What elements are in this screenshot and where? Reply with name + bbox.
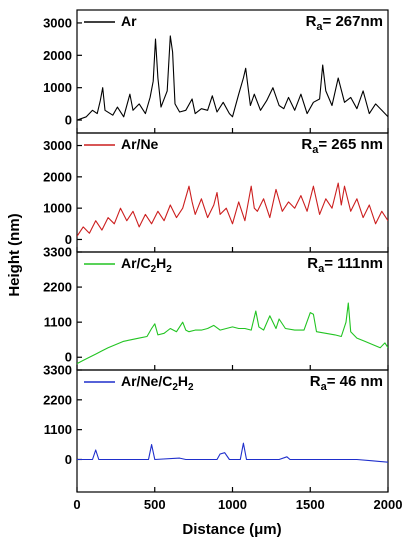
y-tick-label: 1000 — [43, 80, 72, 95]
y-tick-label: 0 — [65, 350, 72, 365]
x-tick-label: 1500 — [296, 497, 325, 512]
legend-subscript: 2 — [166, 264, 172, 275]
series-line-arnec2h2 — [77, 442, 388, 463]
legend-subscript: 2 — [151, 264, 157, 275]
roughness-label: Ra= 265 nm — [301, 136, 383, 156]
legend-label: Ar/Ne/C2H2 — [121, 373, 194, 393]
y-axis-title: Height (nm) — [6, 213, 23, 296]
legend-text-part: Ar — [121, 13, 137, 29]
roughness-label: Ra= 111nm — [307, 255, 383, 275]
x-axis: 0 500 1000 1500 2000 — [73, 497, 402, 512]
panel-arne: 0 1000 2000 3000 Ar/Ne Ra= 265 nm — [43, 132, 389, 253]
roughness-label: Ra= 46 nm — [310, 373, 383, 393]
x-axis-title: Distance (μm) — [182, 521, 281, 538]
y-tick-label: 0 — [65, 113, 72, 128]
legend-label: Ar/Ne — [121, 136, 159, 152]
y-tick-label: 1100 — [44, 422, 72, 437]
legend-label: Ar/C2H2 — [121, 255, 172, 275]
y-tick-label: 3000 — [43, 15, 72, 30]
y-tick-label: 3300 — [43, 363, 72, 378]
y-tick-label: 0 — [65, 232, 72, 247]
chart-panels: 0 1000 2000 3000 Ar Ra= 267nm 0 1000 2000 3000 Ar/… — [43, 9, 389, 493]
legend-text-part: Ar/Ne/C — [121, 373, 172, 389]
legend-text-part: Ar/C — [121, 255, 151, 271]
x-tick-label: 500 — [144, 497, 166, 512]
y-tick-label: 2200 — [43, 280, 72, 295]
y-tick-label: 3300 — [43, 245, 72, 260]
roughness-label: Ra= 267nm — [306, 13, 383, 33]
x-tick-label: 1000 — [218, 497, 247, 512]
y-tick-label: 3000 — [43, 138, 72, 153]
legend-subscript: 2 — [188, 382, 194, 393]
legend-text-part: H — [156, 255, 166, 271]
panel-ar: 0 1000 2000 3000 Ar Ra= 267nm — [43, 9, 389, 134]
series-line-arc2h2 — [77, 302, 388, 365]
y-tick-label: 2000 — [43, 48, 72, 63]
y-tick-label: 1100 — [44, 315, 72, 330]
legend-subscript: 2 — [172, 382, 178, 393]
y-tick-label: 0 — [65, 452, 72, 467]
y-tick-label: 2200 — [43, 392, 72, 407]
legend-label: Ar — [121, 13, 137, 29]
legend-text-part: H — [178, 373, 188, 389]
y-tick-label: 2000 — [43, 169, 72, 184]
legend-text-part: Ar/Ne — [121, 136, 159, 152]
series-line-ar — [77, 35, 388, 121]
x-tick-label: 0 — [73, 497, 80, 512]
x-tick-label: 2000 — [374, 497, 403, 512]
y-tick-label: 1000 — [43, 201, 72, 216]
series-line-arne — [77, 182, 388, 237]
